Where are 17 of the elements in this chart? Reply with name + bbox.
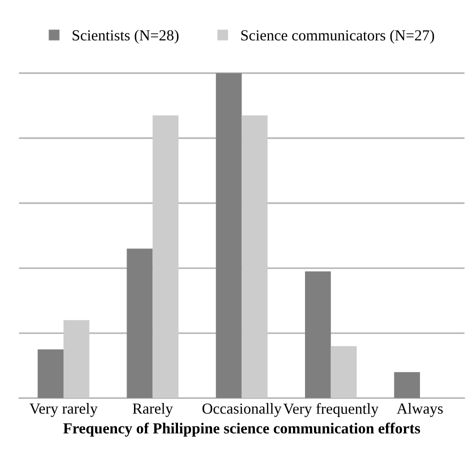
bar [216, 73, 242, 398]
x-tick-label: Rarely [132, 403, 173, 417]
bar [394, 372, 420, 398]
x-tick-label: Occasionally [202, 403, 282, 417]
bar [126, 248, 153, 398]
x-axis-title: Frequency of Philippine science communication efforts [63, 422, 420, 437]
x-tick-label: Very rarely [30, 403, 98, 417]
x-tick-label: Very frequently [283, 403, 379, 418]
x-tick-label: Always [396, 403, 443, 417]
bar [305, 271, 331, 398]
legend-label: Scientists (N=28) [72, 30, 178, 44]
legend-label: Science communicators (N=27) [241, 30, 434, 44]
bar [38, 349, 64, 398]
bar [242, 115, 268, 398]
bar [64, 320, 90, 398]
bar [152, 115, 178, 398]
bar [330, 346, 357, 398]
